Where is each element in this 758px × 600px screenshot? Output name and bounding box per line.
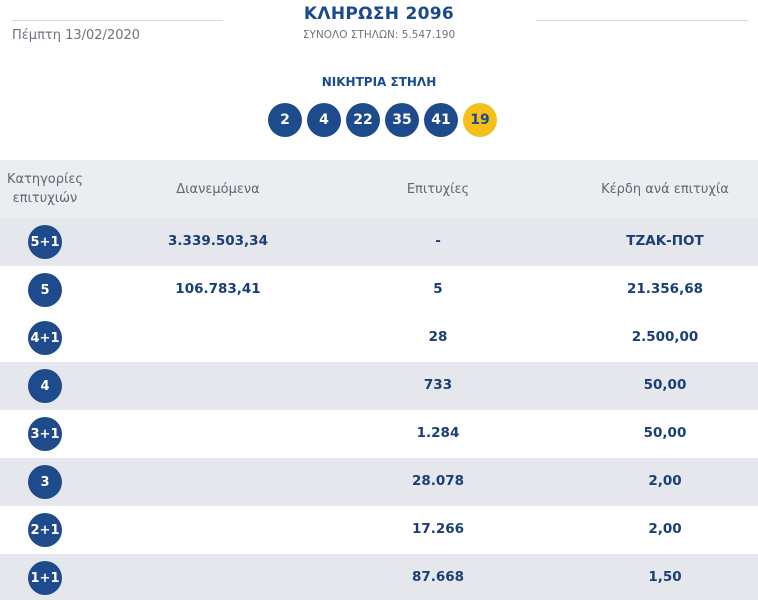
wins-value: 5 — [433, 281, 443, 297]
wins-value: 28.078 — [411, 473, 465, 489]
table-row: 5+1 3.339.503,34 - ΤΖΑΚ-ΠΟΤ — [0, 218, 758, 266]
header-divider-left — [12, 20, 223, 21]
draw-date: Πέμπτη 13/02/2020 — [12, 28, 141, 43]
category-badge: 4+1 — [28, 321, 62, 355]
prize-value: 2,00 — [648, 521, 682, 537]
header-category: Κατηγορίες επιτυχιών — [6, 172, 84, 206]
table-row: 1+1 87.668 1,50 — [0, 554, 758, 600]
prize-value: 50,00 — [643, 425, 687, 441]
prize-value: ΤΖΑΚ-ΠΟΤ — [626, 233, 704, 249]
winning-ball: 2 — [268, 103, 302, 137]
prize-value: 21.356,68 — [626, 281, 703, 297]
category-badge: 4 — [28, 369, 62, 403]
table-row: 5 106.783,41 5 21.356,68 — [0, 266, 758, 314]
winning-ball: 41 — [424, 103, 458, 137]
prize-value: 1,50 — [648, 569, 682, 585]
category-badge: 3 — [28, 465, 62, 499]
wins-value: 17.266 — [411, 521, 465, 537]
wins-value: - — [435, 233, 441, 249]
table-row: 4+1 28 2.500,00 — [0, 314, 758, 362]
columns-total: ΣΥΝΟΛΟ ΣΤΗΛΩΝ: 5.547.190 — [302, 29, 456, 41]
table-row: 2+1 17.266 2,00 — [0, 506, 758, 554]
winning-numbers: 2 4 22 35 41 19 — [268, 103, 497, 137]
prize-value: 2,00 — [648, 473, 682, 489]
winning-ball: 4 — [307, 103, 341, 137]
header-distributed: Διανεμόμενα — [176, 182, 260, 197]
draw-header: Πέμπτη 13/02/2020 ΚΛΗΡΩΣΗ 2096 ΣΥΝΟΛΟ ΣΤ… — [0, 0, 758, 58]
wins-value: 87.668 — [411, 569, 465, 585]
joker-ball: 19 — [463, 103, 497, 137]
wins-value: 28 — [428, 329, 448, 345]
wins-value: 1.284 — [416, 425, 460, 441]
category-badge: 1+1 — [28, 561, 62, 595]
category-badge: 2+1 — [28, 513, 62, 547]
table-row: 4 733 50,00 — [0, 362, 758, 410]
category-badge: 5 — [28, 273, 62, 307]
prize-table: Κατηγορίες επιτυχιών Διανεμόμενα Επιτυχί… — [0, 160, 758, 600]
header-divider-right — [536, 20, 748, 21]
prize-table-header: Κατηγορίες επιτυχιών Διανεμόμενα Επιτυχί… — [0, 160, 758, 218]
category-badge: 3+1 — [28, 417, 62, 451]
winning-ball: 35 — [385, 103, 419, 137]
category-badge: 5+1 — [28, 225, 62, 259]
prize-value: 50,00 — [643, 377, 687, 393]
header-wins: Επιτυχίες — [406, 182, 470, 197]
wins-value: 733 — [423, 377, 453, 393]
winning-ball: 22 — [346, 103, 380, 137]
table-row: 3 28.078 2,00 — [0, 458, 758, 506]
winning-column-title: ΝΙΚΗΤΡΙΑ ΣΤΗΛΗ — [321, 75, 437, 89]
draw-title: ΚΛΗΡΩΣΗ 2096 — [303, 4, 455, 24]
prize-value: 2.500,00 — [631, 329, 699, 345]
header-prize: Κέρδη ανά επιτυχία — [601, 182, 729, 197]
distributed-value: 3.339.503,34 — [168, 233, 268, 249]
distributed-value: 106.783,41 — [175, 281, 261, 297]
table-row: 3+1 1.284 50,00 — [0, 410, 758, 458]
